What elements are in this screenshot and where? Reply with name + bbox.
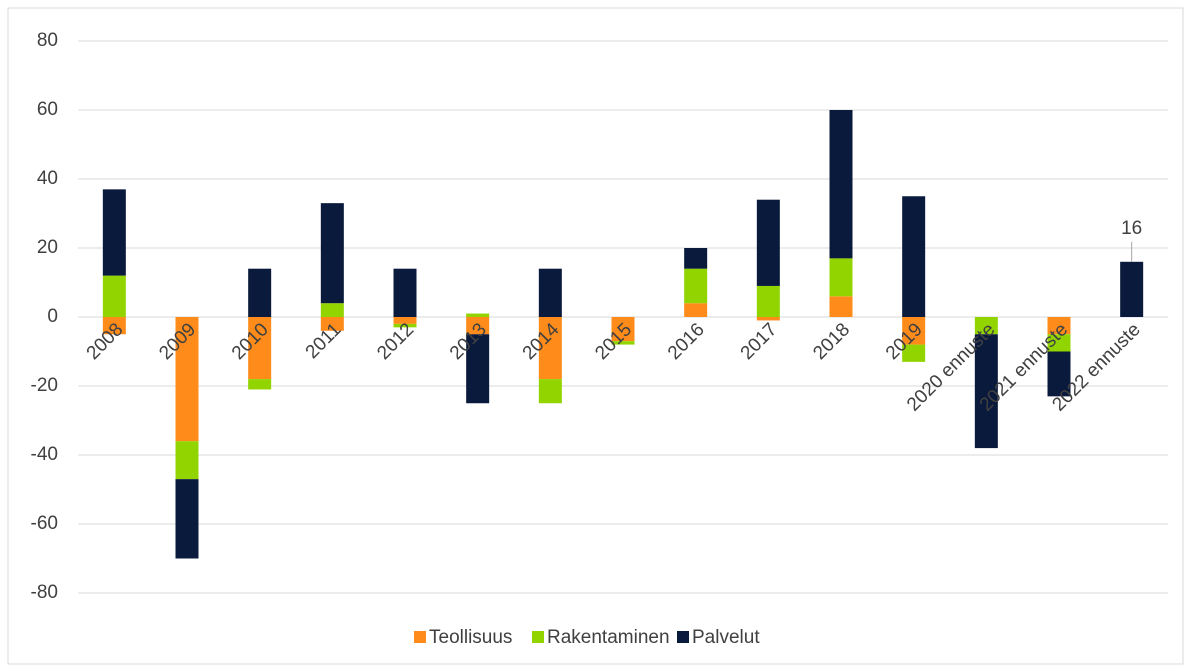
bar-segment bbox=[684, 268, 708, 304]
bar-segment bbox=[974, 334, 998, 449]
bar-segment bbox=[320, 317, 344, 331]
y-tick-label: -20 bbox=[31, 375, 58, 396]
bar-segment bbox=[393, 317, 417, 324]
bar-segment bbox=[320, 303, 344, 317]
bar-segment bbox=[756, 199, 780, 286]
bar-segment bbox=[393, 268, 417, 317]
bar-segment bbox=[756, 285, 780, 317]
legend-swatch bbox=[677, 631, 689, 643]
legend-label: Teollisuus bbox=[429, 627, 512, 648]
y-tick-label: -40 bbox=[31, 444, 58, 465]
y-tick-label: 60 bbox=[37, 99, 58, 120]
bar-segment bbox=[248, 379, 272, 390]
legend-swatch bbox=[532, 631, 544, 643]
bar-segment bbox=[756, 317, 780, 321]
bar-segment bbox=[102, 275, 126, 317]
bar-segment bbox=[248, 317, 272, 380]
bar-segment bbox=[466, 334, 490, 404]
bar-segment bbox=[974, 317, 998, 335]
bar-segment bbox=[538, 268, 562, 317]
bar-segment bbox=[611, 317, 635, 342]
bar-segment bbox=[102, 317, 126, 335]
y-tick-label: -80 bbox=[31, 582, 58, 603]
bar-segment bbox=[829, 258, 853, 297]
bar-segment bbox=[466, 317, 490, 335]
bar-segment bbox=[175, 441, 199, 480]
y-tick-label: 40 bbox=[37, 168, 58, 189]
y-tick-label: 80 bbox=[37, 30, 58, 51]
bar-segment bbox=[538, 317, 562, 380]
bar-segment bbox=[466, 313, 490, 317]
bar-segment bbox=[393, 323, 417, 328]
bar-segment bbox=[538, 379, 562, 404]
y-tick-label: 0 bbox=[47, 306, 58, 327]
bar-segment bbox=[902, 317, 926, 345]
bar-segment bbox=[320, 203, 344, 304]
bar-segment bbox=[1120, 261, 1144, 317]
bar-segment bbox=[611, 341, 635, 345]
bar-segment bbox=[829, 110, 853, 259]
bar-segment bbox=[102, 189, 126, 276]
legend-label: Palvelut bbox=[692, 627, 760, 648]
data-label: 16 bbox=[1121, 218, 1142, 239]
bar-segment bbox=[902, 344, 926, 362]
bar-segment bbox=[829, 296, 853, 317]
bar-segment bbox=[684, 303, 708, 317]
bar-segment bbox=[684, 248, 708, 269]
bar-segment bbox=[1047, 351, 1071, 397]
y-tick-label: -60 bbox=[31, 513, 58, 534]
bar-segment bbox=[1047, 317, 1071, 335]
bar-segment bbox=[175, 317, 199, 442]
bar-segment bbox=[248, 268, 272, 317]
legend-swatch bbox=[414, 631, 426, 643]
bar-segment bbox=[1047, 334, 1071, 352]
y-tick-label: 20 bbox=[37, 237, 58, 258]
legend-label: Rakentaminen bbox=[547, 627, 670, 648]
bar-segment bbox=[175, 479, 199, 559]
bar-segment bbox=[902, 196, 926, 317]
